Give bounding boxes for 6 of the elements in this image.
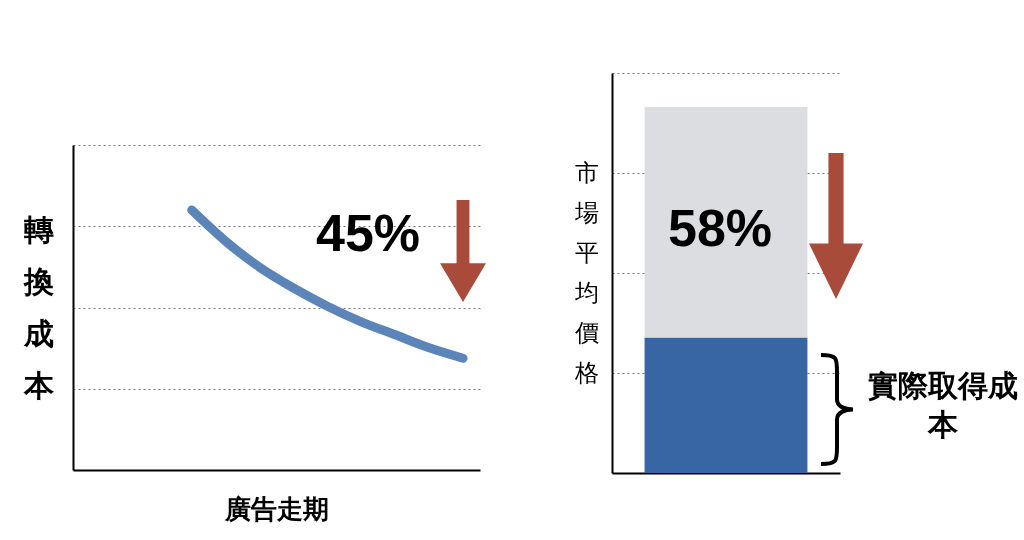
text: 實際取得成本: [868, 368, 1018, 443]
y-axis-title: 轉換成本: [23, 211, 55, 404]
y-axis-title: 市場平均價格: [574, 158, 600, 388]
annotation: 58%: [668, 198, 773, 258]
annotation: 45%: [316, 203, 421, 263]
x-axis-title: 廣告走期: [224, 493, 329, 524]
